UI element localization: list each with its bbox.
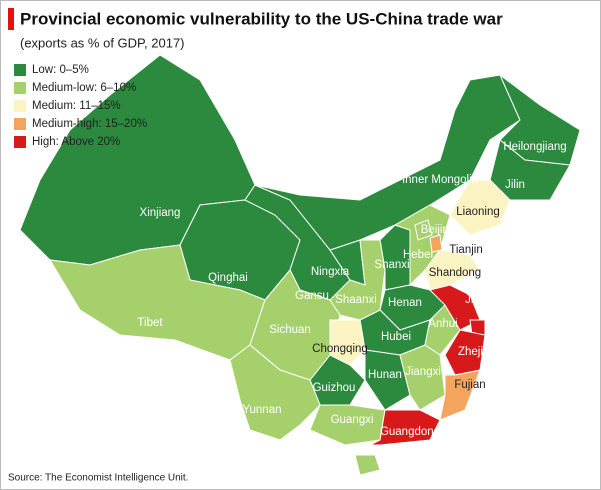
province-label: Hainan xyxy=(387,464,423,476)
legend-label: Low: 0–5% xyxy=(32,64,89,76)
title-accent xyxy=(8,8,14,30)
province-label: Jiangxi xyxy=(405,366,441,378)
province xyxy=(329,319,366,366)
title: Provincial economic vulnerability to the… xyxy=(20,9,503,28)
province-label: Guizhou xyxy=(313,382,356,394)
province-label: Ningxia xyxy=(311,266,350,278)
legend-label: Medium-low: 6–10% xyxy=(32,82,136,94)
legend-label: High: Above 20% xyxy=(32,136,120,148)
province-label: Shaanxi xyxy=(335,294,377,306)
legend-label: Medium: 11–15% xyxy=(32,100,121,112)
province-label: Fujian xyxy=(454,379,485,391)
province-label: Inner Mongolia xyxy=(402,174,479,186)
province-label: Tibet xyxy=(137,317,163,329)
province-label: Beijing xyxy=(421,224,456,236)
province-label: Liaoning xyxy=(456,206,499,218)
source: Source: The Economist Intelligence Unit. xyxy=(8,473,188,484)
province-label: Jiangsu xyxy=(465,294,505,306)
province-label: Chongqing xyxy=(312,343,368,355)
province xyxy=(364,349,411,411)
province-label: Qinghai xyxy=(208,272,248,284)
province-label: Heilongjiang xyxy=(503,141,566,153)
province-label: Guangxi xyxy=(331,414,374,426)
province-label: Henan xyxy=(388,297,422,309)
province xyxy=(414,219,433,241)
province xyxy=(329,239,386,321)
legend: Low: 0–5% Medium-low: 6–10% Medium: 11–15%… xyxy=(14,64,147,148)
province-label: Anhui xyxy=(428,318,457,330)
province xyxy=(449,179,511,236)
legend-label: Medium-high: 15–20% xyxy=(32,118,147,130)
subtitle: (exports as % of GDP, 2017) xyxy=(20,35,185,50)
province xyxy=(429,234,443,253)
province-label: Guangdong xyxy=(380,426,440,438)
province xyxy=(229,344,321,441)
province-label: Tianjin xyxy=(449,244,482,256)
legend-swatch xyxy=(14,136,26,148)
province-label: Hubei xyxy=(381,331,411,343)
province-label: Yunnan xyxy=(242,404,281,416)
province-label: Shanghai xyxy=(488,322,537,334)
province-label: Hunan xyxy=(368,369,402,381)
province xyxy=(369,409,441,446)
province-label: Gansu xyxy=(295,290,329,302)
province-label: Zhejiang xyxy=(458,346,502,358)
province-label: Shanxi xyxy=(374,259,409,271)
legend-swatch xyxy=(14,118,26,130)
province-label: Sichuan xyxy=(269,324,311,336)
province xyxy=(444,329,486,376)
province-label: Jilin xyxy=(505,179,525,191)
map: Xinjiang Qinghai Gansu Ningxia Inner Mongoli… xyxy=(19,54,581,476)
province-label: Shandong xyxy=(429,267,481,279)
legend-swatch xyxy=(14,100,26,112)
province-label: Xinjiang xyxy=(140,207,181,219)
legend-swatch xyxy=(14,64,26,76)
legend-swatch xyxy=(14,82,26,94)
province-label: Hebei xyxy=(403,249,433,261)
province xyxy=(354,454,381,476)
